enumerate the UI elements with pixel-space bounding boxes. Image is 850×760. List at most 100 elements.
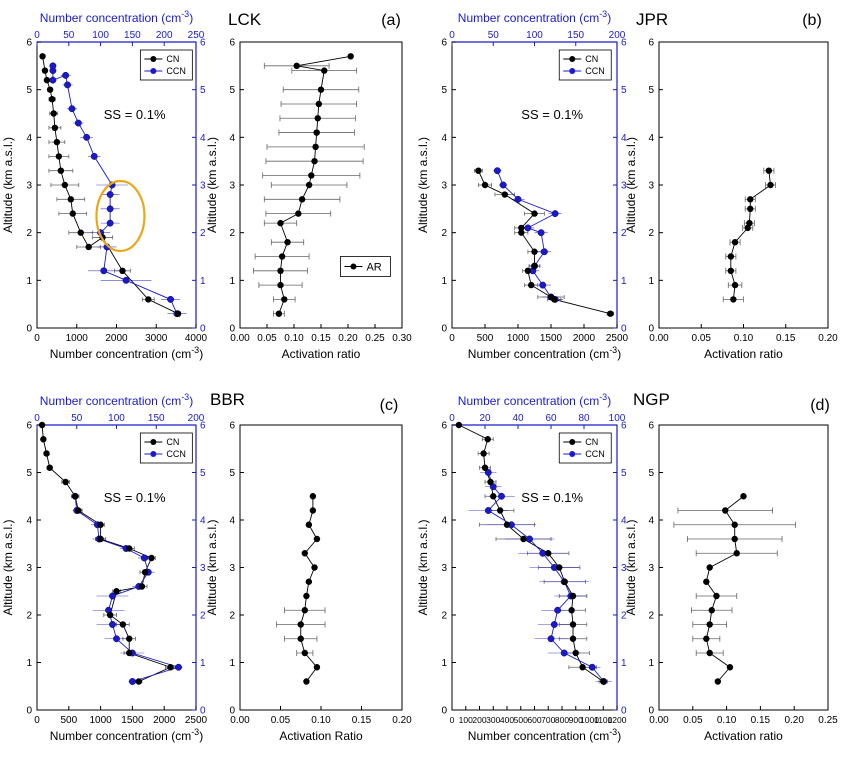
x-tick-label: 0 bbox=[449, 333, 455, 344]
right-y-tick-label: 6 bbox=[621, 421, 627, 432]
ar-point bbox=[305, 181, 313, 189]
ccn-point bbox=[167, 295, 175, 303]
ar-legend-box bbox=[340, 256, 391, 277]
ccn-point bbox=[90, 152, 98, 160]
x-axis-title-text: Number concentration (cm bbox=[50, 729, 191, 743]
ccn-point bbox=[550, 621, 558, 628]
x-axis-title-sup: -3 bbox=[191, 727, 199, 737]
top-x-tick-label: 0 bbox=[449, 30, 455, 41]
ar-point bbox=[277, 281, 284, 289]
y-tick-label: 5 bbox=[441, 85, 447, 96]
legend-ccn-marker bbox=[150, 68, 157, 74]
top-axis-title-text: Number concentration (cm bbox=[458, 394, 599, 408]
x-axis-title-end: ) bbox=[199, 347, 203, 361]
ar-x-tick-label: 0.00 bbox=[230, 715, 250, 726]
right-y-tick-label: 4 bbox=[621, 516, 627, 527]
y-tick-label: 6 bbox=[441, 421, 447, 432]
ar-point bbox=[277, 219, 284, 227]
legend-cn-label: CN bbox=[166, 54, 179, 64]
ar-point bbox=[303, 592, 310, 600]
right-y-tick-label: 4 bbox=[200, 516, 206, 527]
ar-x-tick-label: 0.15 bbox=[776, 333, 796, 344]
y-tick-label: 5 bbox=[441, 468, 447, 479]
cn-point bbox=[600, 678, 607, 685]
ccn-line bbox=[487, 472, 605, 682]
right-y-tick-label: 2 bbox=[200, 228, 206, 239]
top-x-tick-label: 80 bbox=[578, 413, 590, 424]
x-tick-label: 3000 bbox=[145, 333, 168, 344]
top-x-tick-label: 100 bbox=[108, 413, 125, 424]
legend-box bbox=[558, 432, 612, 464]
ccn-point bbox=[49, 62, 57, 70]
top-x-tick-label: 100 bbox=[609, 413, 626, 424]
cn-point bbox=[46, 86, 54, 93]
legend-box bbox=[558, 49, 612, 81]
right-y-tick-label: 0 bbox=[200, 706, 206, 717]
top-x-tick-label: 50 bbox=[71, 413, 83, 424]
x-axis-title: Number concentration (cm-3) bbox=[50, 727, 203, 743]
ar-x-tick-label: 0.05 bbox=[692, 333, 712, 344]
ar-x-axis-title: Activation ratio bbox=[282, 347, 361, 361]
ar-point bbox=[308, 172, 315, 179]
site-label: LCK bbox=[228, 10, 262, 29]
ccn-point bbox=[554, 606, 562, 614]
ar-x-tick-label: 0.30 bbox=[392, 333, 412, 344]
ccn-point bbox=[499, 181, 507, 189]
ar-point bbox=[275, 310, 283, 317]
cn-point bbox=[455, 421, 463, 429]
ccn-point bbox=[106, 191, 114, 198]
x-axis-title-end: ) bbox=[617, 347, 621, 361]
cn-point bbox=[50, 110, 57, 117]
x-tick-label: 900 bbox=[569, 715, 583, 725]
ar-x-tick-label: 0.00 bbox=[230, 333, 250, 344]
x-tick-label: 300 bbox=[486, 715, 500, 725]
cn-point bbox=[531, 248, 538, 255]
ar-x-tick-label: 0.25 bbox=[365, 333, 385, 344]
ar-point bbox=[315, 100, 323, 108]
legend-cn-marker bbox=[150, 439, 157, 445]
right-y-tick-label: 2 bbox=[621, 228, 627, 239]
ar-point bbox=[301, 607, 308, 614]
ar-x-axis-title: Activation ratio bbox=[704, 729, 783, 743]
legend-ccn-label: CCN bbox=[585, 449, 605, 459]
ar-y-tick-label: 5 bbox=[229, 468, 235, 479]
x-tick-label: 2500 bbox=[606, 333, 629, 344]
ccn-point bbox=[109, 592, 116, 600]
ar-x-tick-label: 0.20 bbox=[784, 715, 804, 726]
ar-y-tick-label: 5 bbox=[648, 468, 654, 479]
ccn-point bbox=[68, 105, 76, 113]
x-axis-title-sup: -3 bbox=[609, 727, 617, 737]
ar-y-tick-label: 1 bbox=[648, 276, 654, 287]
x-axis-title: Number concentration (cm-3) bbox=[468, 727, 621, 743]
x-axis-title: Number concentration (cm-3) bbox=[50, 345, 203, 361]
ccn-point bbox=[106, 219, 114, 227]
x-tick-label: 0 bbox=[450, 715, 455, 725]
y-tick-label: 0 bbox=[26, 706, 32, 717]
cn-point bbox=[528, 281, 535, 289]
ar-x-tick-label: 0.05 bbox=[683, 715, 703, 726]
ar-x-tick-label: 0.10 bbox=[734, 333, 754, 344]
cn-point bbox=[39, 53, 46, 60]
ar-point bbox=[347, 53, 354, 60]
top-x-tick-label: 100 bbox=[526, 30, 543, 41]
top-axis-title-sup: -3 bbox=[181, 392, 189, 402]
ar-y-tick-label: 2 bbox=[229, 228, 235, 239]
cn-line bbox=[41, 424, 172, 682]
ar-line bbox=[730, 170, 772, 300]
ar-point bbox=[314, 115, 321, 122]
cn-point bbox=[568, 607, 575, 614]
y-tick-label: 3 bbox=[441, 181, 447, 192]
ar-point bbox=[722, 507, 729, 514]
ar-plot-frame bbox=[658, 41, 829, 329]
cn-point bbox=[569, 592, 577, 600]
ccn-point bbox=[588, 663, 596, 671]
ar-point bbox=[747, 205, 754, 213]
ccn-point bbox=[100, 267, 108, 275]
x-tick-label: 0 bbox=[34, 333, 40, 344]
cn-point bbox=[75, 507, 82, 514]
cn-point bbox=[556, 564, 563, 571]
ccn-point bbox=[547, 635, 555, 643]
y-axis-title: Altitude (km a.s.l.) bbox=[416, 137, 430, 233]
ar-point bbox=[298, 196, 306, 203]
cn-point bbox=[148, 554, 155, 562]
